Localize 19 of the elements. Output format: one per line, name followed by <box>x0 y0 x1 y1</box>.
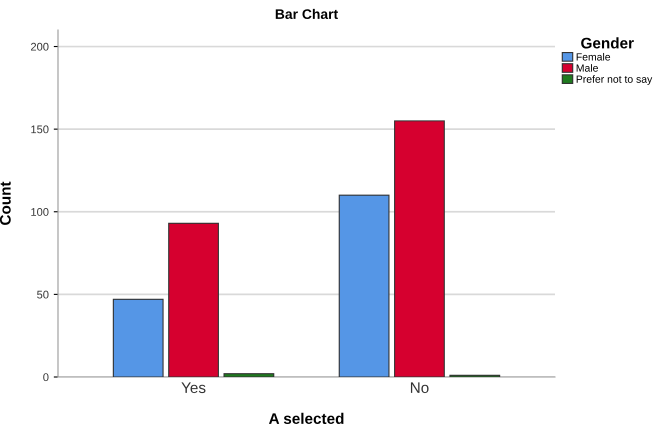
legend-title: Gender <box>581 37 634 49</box>
y-tick-label: 100 <box>31 208 49 216</box>
bar <box>223 373 274 377</box>
bar <box>112 298 164 377</box>
y-tick-label: 200 <box>30 42 49 51</box>
y-tick-label: 0 <box>43 373 49 382</box>
bar <box>394 120 445 377</box>
legend-label: Male <box>576 64 598 72</box>
x-axis-title: A selected <box>268 412 344 424</box>
x-tick-label: Yes <box>181 382 206 394</box>
x-tick-label: No <box>410 382 429 394</box>
legend-label: Prefer not to say <box>576 75 652 85</box>
bar <box>168 222 219 377</box>
bar <box>338 194 390 377</box>
chart-title: Bar Chart <box>276 8 338 20</box>
legend-label: Female <box>576 52 610 61</box>
y-tick-label: 150 <box>31 125 49 134</box>
y-axis-title: Count <box>0 182 11 225</box>
y-tick-label: 50 <box>37 290 49 299</box>
